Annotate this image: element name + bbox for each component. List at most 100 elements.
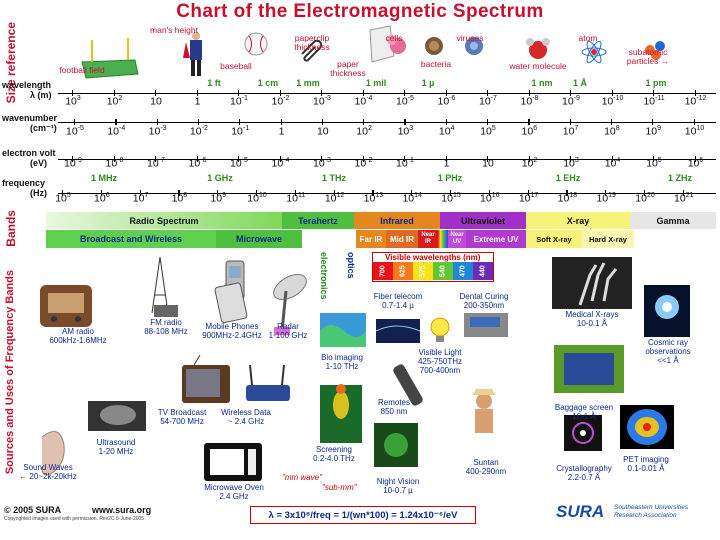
electron_volt-tick-exponent: -8: [117, 157, 124, 164]
electron_volt-tick: [113, 156, 115, 162]
wavenumber-tick: [156, 119, 158, 125]
subatomic-icon: [645, 41, 665, 60]
wavelength-tick-base: 10: [65, 95, 77, 108]
wavenumber-unit-label: (cm⁻¹): [30, 123, 57, 133]
fm-radio-tower-icon: [151, 256, 178, 317]
electron_volt-tick-label: 104: [598, 157, 628, 170]
visible-wavelengths-title: Visible wavelengths (nm): [385, 253, 481, 262]
copyright: © 2005 SURA: [4, 505, 62, 515]
mm-wave-label: "mm wave": [282, 473, 322, 482]
wavelength-tick-exponent: -11: [655, 95, 665, 102]
wavenumber-tick: [115, 119, 117, 125]
wavelength-tick: [694, 90, 696, 96]
wavelength-unit-marker: 1 nm: [531, 78, 553, 88]
wavelength-tick: [279, 90, 281, 96]
wavelength-tick-label: 10-1: [224, 95, 254, 108]
viruses-icon: [465, 37, 483, 55]
wavenumber-tick-label: 1010: [680, 125, 710, 138]
wavelength-unit-marker: 1 µ: [421, 78, 435, 88]
frequency-axis: [58, 193, 716, 194]
source-images: [40, 256, 690, 481]
frequency-tick-base: 10: [132, 192, 145, 205]
baseball-icon: [244, 32, 268, 56]
band-broadcast: Broadcast and Wireless: [46, 230, 216, 248]
band-far-ir: Far IR: [356, 230, 386, 248]
page-title: Chart of the Electromagnetic Spectrum: [176, 1, 544, 22]
wavenumber-tick-base: 1: [278, 125, 285, 138]
wavenumber-tick-label: 103: [390, 125, 420, 138]
frequency-tick-exponent: 8: [183, 192, 188, 199]
electron_volt-tick-base: 10: [313, 157, 325, 170]
wavelength-unit-marker: 1 mil: [365, 78, 387, 88]
frequency-tick-exponent: 14: [414, 192, 422, 199]
wavenumber-tick-base: 10: [521, 125, 534, 138]
band-infrared: Infrared: [354, 212, 440, 229]
wavenumber-tick: [693, 119, 695, 125]
electron_volt-tick: [653, 156, 655, 162]
size-ref-label-mans: man's height: [150, 25, 198, 35]
source-label-crystal: Crystallography 2.2-0.7 Å: [556, 464, 612, 482]
wavelength-tick-label: 10-8: [515, 95, 545, 108]
frequency-tick-label: 1018: [552, 192, 582, 205]
wavelength-tick-base: 10: [643, 95, 656, 108]
sources-label: Sources and Uses of Frequency Bands: [4, 270, 16, 475]
wavelength-unit-marker: 1 mm: [296, 78, 320, 88]
wavelength-tick-exponent: -2: [283, 95, 290, 102]
frequency-tick: [372, 190, 374, 196]
wavenumber-label: wavenumber: [2, 113, 58, 123]
electron_volt-tick-base: 10: [188, 157, 201, 170]
football-field-icon: [81, 38, 139, 79]
electron_volt-tick-label: 10-6: [183, 157, 213, 170]
band-extreme-uv: Extreme UV: [466, 230, 526, 248]
electron_volt-tick: [570, 156, 572, 162]
electron_volt-label: electron volt: [2, 148, 56, 158]
wavelength-unit-marker: 1 ft: [207, 78, 221, 88]
frequency-tick-exponent: 19: [608, 192, 616, 199]
band-gamma: Gamma: [630, 212, 716, 229]
size-ref-label-subatomic: subatomic particles →: [626, 47, 670, 66]
wavenumber-tick-base: 10: [148, 125, 161, 138]
wavelength-tick: [653, 90, 655, 96]
electron_volt-tick-base: 10: [105, 157, 118, 170]
wavelength-tick-exponent: 2: [118, 95, 123, 102]
wireless-router-icon: [246, 364, 290, 401]
frequency-tick: [333, 190, 335, 196]
frequency-tick-label: 1011: [281, 192, 311, 205]
electron_volt-tick-base: 10: [563, 157, 575, 170]
source-label-radar: Radar 1-100 GHz: [268, 322, 308, 340]
wavenumber-tick-exponent: 4: [450, 125, 455, 132]
frequency-tick-label: 1014: [397, 192, 427, 205]
wavenumber-tick-label: 1: [267, 125, 297, 138]
wavelength-tick-label: 10-5: [390, 95, 420, 108]
wavelength-tick-base: 10: [562, 95, 574, 108]
electron_volt-tick-label: 106: [681, 157, 711, 170]
frequency-unit-marker: 1 PHz: [437, 173, 463, 183]
wavenumber-tick-exponent: 6: [533, 125, 538, 132]
frequency-tick-label: 109: [203, 192, 233, 205]
am-radio-icon: [40, 285, 92, 327]
frequency-tick-base: 10: [363, 192, 376, 205]
source-label-tv: TV Broadcast 54-700 MHz: [157, 408, 207, 426]
frequency-tick-label: 1020: [630, 192, 660, 205]
source-label-suntan: Suntan 400-290nm: [465, 458, 507, 476]
source-label-sound: Sound Waves ← 20~2k-20kHz: [19, 463, 77, 481]
wavelength-unit-marker: 1 Å: [572, 78, 587, 88]
wavelength-tick-base: 10: [354, 95, 367, 108]
wavenumber-tick-label: 105: [473, 125, 503, 138]
frequency-tick: [139, 190, 141, 196]
frequency-tick-base: 10: [247, 192, 259, 205]
band-xray: X-ray: [526, 212, 630, 229]
size-ref-label-bacteria: bacteria: [420, 59, 452, 69]
wavenumber-tick-label: 102: [349, 125, 379, 138]
wavenumber-tick: [404, 119, 406, 125]
frequency-tick-exponent: 9: [222, 192, 226, 199]
source-label-fm: FM radio 88-108 MHz: [144, 318, 188, 336]
source-label-visible_light: Visible Light 425-750THz 700-400nm: [417, 348, 463, 375]
crystallography-icon: [564, 415, 602, 451]
wavenumber-tick-exponent: 7: [574, 125, 579, 132]
conversion-formula: λ = 3x10⁸/freq = 1/(wn*100) = 1.24x10⁻⁶/…: [250, 506, 476, 524]
band-microwave: Microwave: [216, 230, 302, 248]
electron_volt-tick-exponent: -6: [200, 157, 207, 164]
wavelength-tick-base: 10: [150, 95, 162, 108]
url-link[interactable]: www.sura.org: [92, 505, 152, 515]
